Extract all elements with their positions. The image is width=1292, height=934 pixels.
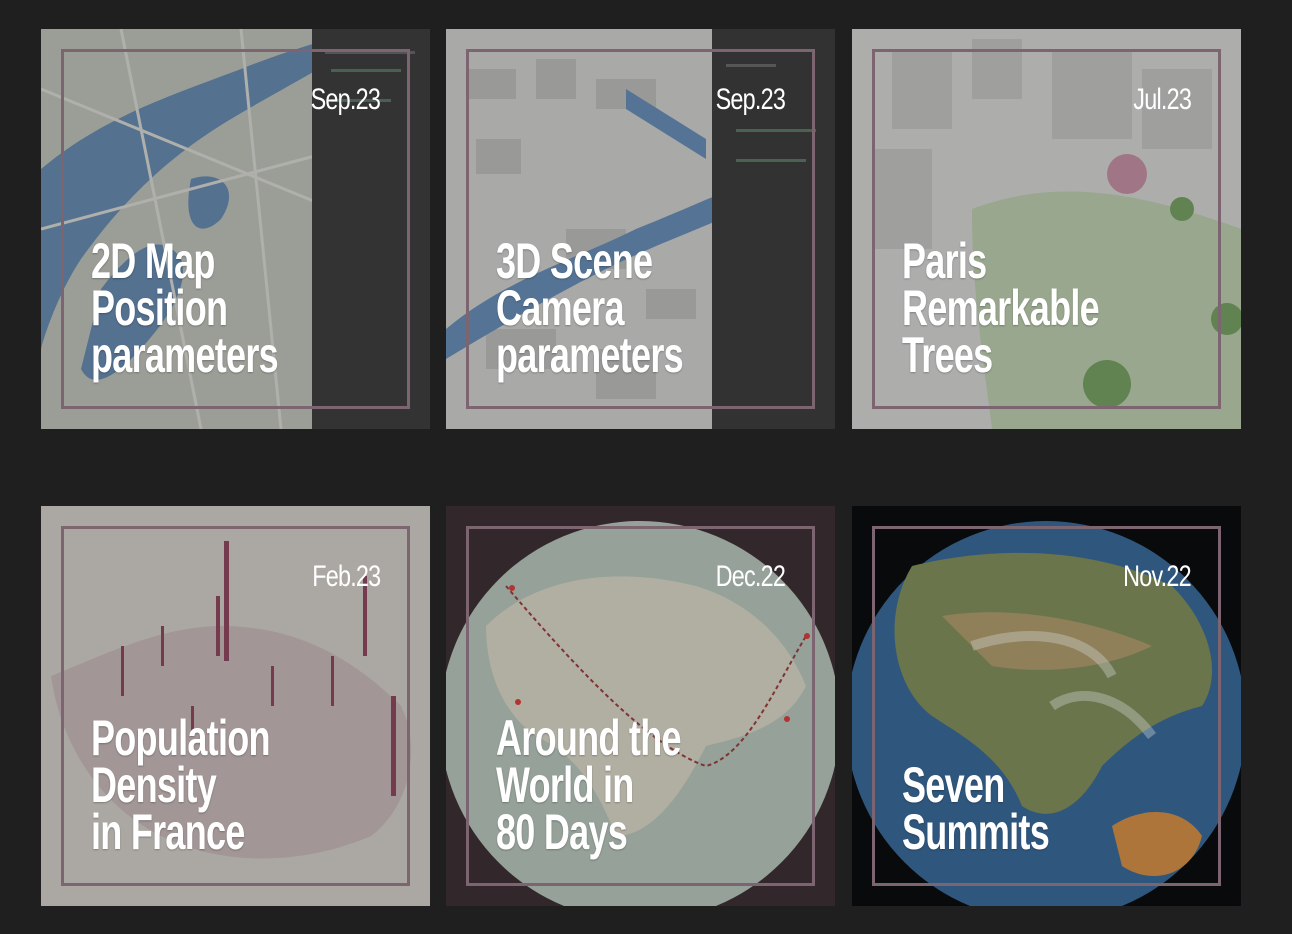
card-title-line: in France	[91, 804, 245, 860]
card-overlay	[41, 29, 430, 429]
card-title-line: 80 Days	[496, 804, 628, 860]
card-title-line: 2D Map	[91, 233, 215, 289]
card-title: 3D Scene Camera parameters	[496, 233, 798, 383]
card-title-line: Summits	[902, 804, 1050, 860]
card-title: Seven Summits	[902, 757, 1204, 860]
card-frame	[466, 49, 815, 409]
project-card-2d-map-position[interactable]: Sep.23 2D Map Position parameters	[41, 29, 430, 429]
card-title-line: Seven	[902, 757, 1005, 813]
project-card-paris-trees[interactable]: Jul.23 Paris Remarkable Trees	[852, 29, 1241, 429]
card-title-line: Position	[91, 280, 228, 336]
card-frame	[872, 526, 1221, 886]
card-title-line: World in	[496, 757, 634, 813]
card-date: Sep.23	[715, 83, 786, 116]
card-date: Feb.23	[311, 560, 381, 593]
card-frame	[61, 526, 410, 886]
card-title-line: parameters	[496, 327, 684, 383]
project-card-3d-scene-camera[interactable]: Sep.23 3D Scene Camera parameters	[446, 29, 835, 429]
globe-thumbnail-vintage	[446, 506, 835, 906]
card-title: Population Density in France	[91, 710, 393, 860]
trees-thumbnail	[852, 29, 1241, 429]
card-title-line: Population	[91, 710, 271, 766]
card-frame	[466, 526, 815, 886]
card-title-line: Density	[91, 757, 217, 813]
card-title: Paris Remarkable Trees	[902, 233, 1204, 383]
card-date: Dec.22	[715, 560, 786, 593]
card-title-line: parameters	[91, 327, 279, 383]
card-overlay	[446, 506, 835, 906]
card-title-line: Camera	[496, 280, 624, 336]
card-title-line: Around the	[496, 710, 682, 766]
project-card-seven-summits[interactable]: Nov.22 Seven Summits	[852, 506, 1241, 906]
card-title-line: Paris	[902, 233, 987, 289]
card-title: 2D Map Position parameters	[91, 233, 393, 383]
card-overlay	[852, 506, 1241, 906]
card-title-line: 3D Scene	[496, 233, 653, 289]
card-date: Jul.23	[1133, 83, 1192, 116]
card-date: Nov.22	[1123, 560, 1192, 593]
card-overlay	[446, 29, 835, 429]
population-thumbnail	[41, 506, 430, 906]
card-title-line: Trees	[902, 327, 993, 383]
card-title: Around the World in 80 Days	[496, 710, 798, 860]
globe-thumbnail-satellite	[852, 506, 1241, 906]
project-card-population-density[interactable]: Feb.23 Population Density in France	[41, 506, 430, 906]
map-thumbnail-2d	[41, 29, 430, 429]
card-date: Sep.23	[310, 83, 381, 116]
card-frame	[872, 49, 1221, 409]
card-frame	[61, 49, 410, 409]
scene-thumbnail-3d	[446, 29, 835, 429]
project-card-around-the-world[interactable]: Dec.22 Around the World in 80 Days	[446, 506, 835, 906]
card-overlay	[852, 29, 1241, 429]
card-overlay	[41, 506, 430, 906]
card-title-line: Remarkable	[902, 280, 1100, 336]
